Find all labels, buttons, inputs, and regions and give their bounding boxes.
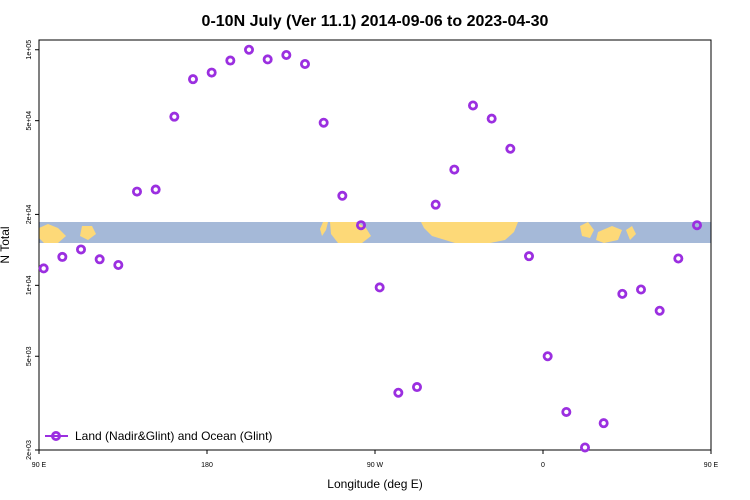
land-asia-east <box>580 222 594 238</box>
data-point <box>467 100 478 111</box>
x-tick-label: 180 <box>201 462 213 469</box>
data-point <box>206 67 217 78</box>
land-indonesia-east <box>596 226 622 243</box>
data-point <box>281 49 292 60</box>
y-tick-label: 5e+03 <box>26 346 33 366</box>
data-point <box>225 55 236 66</box>
land-borneo-west <box>80 226 96 240</box>
data-point <box>654 305 665 316</box>
data-point <box>337 190 348 201</box>
y-tick-label: 1e+04 <box>26 275 33 295</box>
data-point <box>580 442 591 453</box>
x-axis: 90 E 180 90 W 0 90 E <box>32 450 719 469</box>
land-borneo-east <box>626 226 636 240</box>
legend-label: Land (Nadir&Glint) and Ocean (Glint) <box>75 429 272 443</box>
x-tick-label: 0 <box>541 462 545 469</box>
y-tick-label: 2e+03 <box>26 440 33 460</box>
x-tick-label: 90 E <box>32 462 47 469</box>
data-point <box>113 259 124 270</box>
data-point <box>411 382 422 393</box>
plot-frame <box>38 39 712 451</box>
land-asia-west <box>39 224 66 243</box>
data-point <box>449 164 460 175</box>
series-points <box>38 44 703 453</box>
data-point <box>374 282 385 293</box>
y-tick-label: 1e+05 <box>26 40 33 60</box>
data-point <box>636 284 647 295</box>
legend: Land (Nadir&Glint) and Ocean (Glint) <box>45 429 272 443</box>
land-south-america <box>330 222 371 243</box>
data-point <box>505 143 516 154</box>
y-axis-label: N Total <box>0 226 12 263</box>
data-point <box>187 74 198 85</box>
data-point <box>318 117 329 128</box>
data-point <box>542 351 553 362</box>
data-point <box>486 113 497 124</box>
land-africa <box>421 222 518 243</box>
data-point <box>524 251 535 262</box>
data-point <box>94 254 105 265</box>
data-point <box>169 111 180 122</box>
y-axis: 2e+03 5e+03 1e+04 2e+04 5e+04 1e+05 <box>26 40 39 460</box>
data-point <box>598 418 609 429</box>
data-point <box>243 44 254 55</box>
legend-marker <box>51 430 62 441</box>
x-tick-label: 90 W <box>367 462 384 469</box>
world-map-band <box>39 222 711 243</box>
data-point <box>76 244 87 255</box>
data-point <box>673 253 684 264</box>
data-point <box>299 58 310 69</box>
data-point <box>262 54 273 65</box>
data-point <box>393 387 404 398</box>
data-point <box>430 199 441 210</box>
data-point <box>57 251 68 262</box>
data-point <box>561 406 572 417</box>
chart-title: 0-10N July (Ver 11.1) 2014-09-06 to 2023… <box>202 13 549 30</box>
data-point <box>692 220 703 231</box>
ocean-band <box>39 222 711 243</box>
data-point <box>150 184 161 195</box>
data-point <box>131 186 142 197</box>
data-point <box>617 288 628 299</box>
y-tick-label: 5e+04 <box>26 111 33 131</box>
land-central-america <box>320 222 328 236</box>
x-tick-label: 90 E <box>704 462 719 469</box>
data-point <box>38 263 49 274</box>
y-tick-label: 2e+04 <box>26 204 33 224</box>
x-axis-label: Longitude (deg E) <box>327 477 422 491</box>
data-point <box>355 220 366 231</box>
